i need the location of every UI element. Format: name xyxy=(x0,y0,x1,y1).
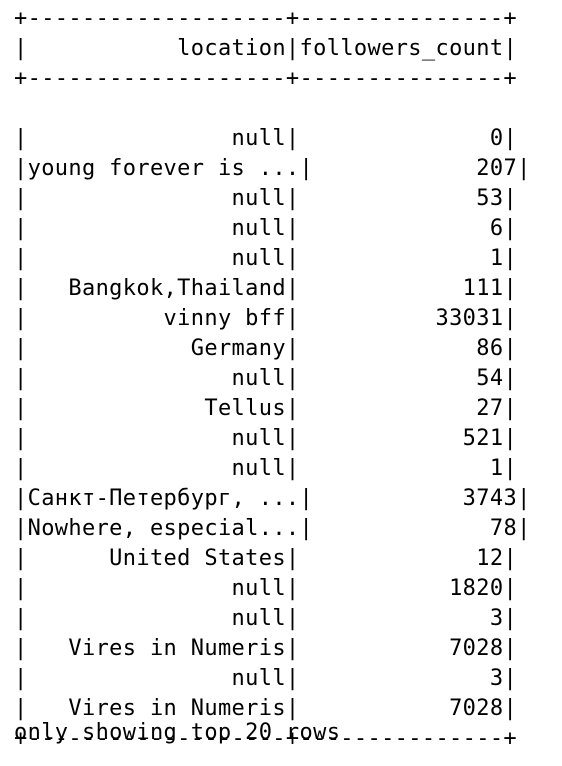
cell-location: null xyxy=(27,456,286,481)
table-header-border: +-------------------+---------------+ xyxy=(14,66,518,91)
cell-followers-count: 1820 xyxy=(299,576,504,601)
cell-location: null xyxy=(27,216,286,241)
cell-location: Tellus xyxy=(27,396,286,421)
cell-location: null xyxy=(27,366,286,391)
table-row: |Nowhere, especial...| 78| xyxy=(14,516,531,541)
cell-followers-count: 6 xyxy=(299,216,504,241)
table-header-row: | location|followers_count| xyxy=(14,36,518,61)
cell-location: null xyxy=(27,246,286,271)
cell-followers-count: 53 xyxy=(299,186,504,211)
column-header-location: location xyxy=(27,36,286,61)
cell-location: null xyxy=(27,576,286,601)
cell-followers-count: 207 xyxy=(313,156,518,181)
table-row: | null| 3| xyxy=(14,606,518,631)
cell-location: Санкт-Петербург, ... xyxy=(27,486,300,511)
cell-followers-count: 7028 xyxy=(299,696,504,721)
cell-followers-count: 521 xyxy=(299,426,504,451)
cell-location: null xyxy=(27,606,286,631)
cell-followers-count: 0 xyxy=(299,126,504,151)
table-row: | null| 1| xyxy=(14,456,518,481)
cell-location: young forever is ... xyxy=(27,156,300,181)
cell-followers-count: 1 xyxy=(299,456,504,481)
table-row: | null| 3| xyxy=(14,666,518,691)
cell-followers-count: 1 xyxy=(299,246,504,271)
cell-location: null xyxy=(27,666,286,691)
cell-location: United States xyxy=(27,546,286,571)
blank-line xyxy=(14,94,554,124)
row-limit-message: only showing top 20 rows xyxy=(14,720,341,745)
cell-followers-count: 3 xyxy=(299,606,504,631)
cell-location: null xyxy=(27,126,286,151)
cell-followers-count: 3 xyxy=(299,666,504,691)
cell-followers-count: 27 xyxy=(299,396,504,421)
table-row: |Санкт-Петербург, ...| 3743| xyxy=(14,486,531,511)
cell-location: null xyxy=(27,426,286,451)
cell-location: Germany xyxy=(27,336,286,361)
cell-followers-count: 111 xyxy=(299,276,504,301)
table-row: | Vires in Numeris| 7028| xyxy=(14,696,518,721)
cell-followers-count: 78 xyxy=(313,516,518,541)
cell-location: Bangkok,Thailand xyxy=(27,276,286,301)
cell-followers-count: 12 xyxy=(299,546,504,571)
table-row: | vinny bff| 33031| xyxy=(14,306,518,331)
table-row: |young forever is ...| 207| xyxy=(14,156,531,181)
table-row: | null| 6| xyxy=(14,216,518,241)
table-row: | null| 1820| xyxy=(14,576,518,601)
cell-followers-count: 86 xyxy=(299,336,504,361)
table-row: | Bangkok,Thailand| 111| xyxy=(14,276,518,301)
table-row: | null| 1| xyxy=(14,246,518,271)
cell-location: Vires in Numeris xyxy=(27,636,286,661)
cell-location: vinny bff xyxy=(27,306,286,331)
table-row: | null| 53| xyxy=(14,186,518,211)
table-row: | null| 0| xyxy=(14,126,518,151)
table-row: | Germany| 86| xyxy=(14,336,518,361)
table-top-border: +-------------------+---------------+ xyxy=(14,6,518,31)
cell-followers-count: 33031 xyxy=(299,306,504,331)
table-row: | Tellus| 27| xyxy=(14,396,518,421)
cell-followers-count: 7028 xyxy=(299,636,504,661)
terminal-output: +-------------------+---------------+ | … xyxy=(14,4,554,754)
cell-location: Vires in Numeris xyxy=(27,696,286,721)
table-row: | United States| 12| xyxy=(14,546,518,571)
table-row: | null| 521| xyxy=(14,426,518,451)
cell-followers-count: 54 xyxy=(299,366,504,391)
table-bottom-border: +-------------------+---------------+ xyxy=(14,726,518,751)
column-header-followers-count: followers_count xyxy=(299,36,504,61)
cell-location: null xyxy=(27,186,286,211)
cell-location: Nowhere, especial... xyxy=(27,516,300,541)
table-body: | null| 0| |young forever is ...| 207| | n… xyxy=(14,124,554,724)
table-row: | Vires in Numeris| 7028| xyxy=(14,636,518,661)
table-row: | null| 54| xyxy=(14,366,518,391)
cell-followers-count: 3743 xyxy=(313,486,518,511)
